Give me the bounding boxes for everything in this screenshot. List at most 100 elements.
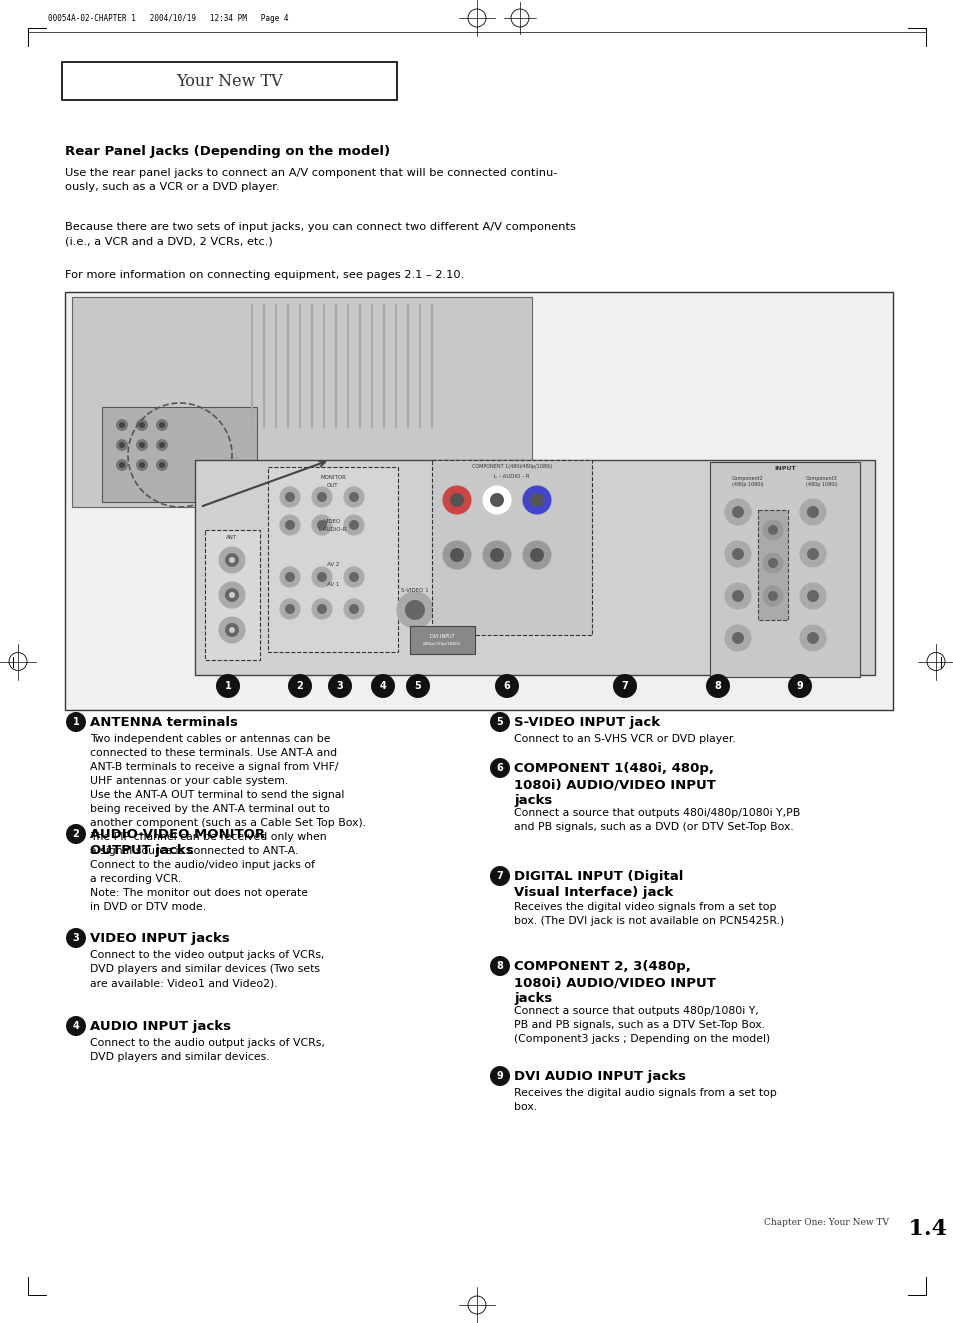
Text: AV 2: AV 2: [327, 562, 339, 568]
Text: AV 1: AV 1: [327, 582, 339, 587]
Circle shape: [312, 568, 332, 587]
Text: Receives the digital audio signals from a set top
box.: Receives the digital audio signals from …: [514, 1088, 776, 1113]
Circle shape: [800, 499, 825, 525]
Text: For more information on connecting equipment, see pages 2.1 – 2.10.: For more information on connecting equip…: [65, 270, 464, 280]
Text: 2: 2: [72, 830, 79, 839]
Circle shape: [136, 459, 148, 471]
Text: 4: 4: [379, 681, 386, 691]
Circle shape: [225, 623, 239, 636]
Bar: [410, 626, 475, 654]
Circle shape: [490, 957, 510, 976]
Text: Because there are two sets of input jacks, you can connect two different A/V com: Because there are two sets of input jack…: [65, 222, 576, 246]
Circle shape: [800, 583, 825, 609]
Circle shape: [490, 548, 503, 562]
Circle shape: [316, 520, 327, 531]
Circle shape: [767, 558, 778, 568]
Circle shape: [116, 419, 128, 431]
Circle shape: [731, 632, 743, 644]
Bar: [65, 292, 892, 710]
Circle shape: [280, 599, 299, 619]
Text: INPUT: INPUT: [774, 466, 795, 471]
Circle shape: [731, 548, 743, 560]
Text: Rear Panel Jacks (Depending on the model): Rear Panel Jacks (Depending on the model…: [65, 146, 390, 157]
Circle shape: [288, 673, 312, 699]
Circle shape: [285, 520, 294, 531]
Circle shape: [767, 591, 778, 601]
Circle shape: [139, 462, 145, 468]
Text: 2: 2: [296, 681, 303, 691]
Circle shape: [800, 624, 825, 651]
Text: Component2
(480p 1080i): Component2 (480p 1080i): [731, 476, 763, 487]
Bar: [102, 407, 256, 501]
Circle shape: [119, 442, 125, 448]
Circle shape: [344, 487, 364, 507]
Circle shape: [119, 462, 125, 468]
Circle shape: [116, 439, 128, 451]
Text: Connect a source that outputs 480p/1080i Y,
PB and PB signals, such as a DTV Set: Connect a source that outputs 480p/1080i…: [514, 1005, 769, 1044]
Text: COMPONENT 2, 3(480p,
1080i) AUDIO/VIDEO INPUT
jacks: COMPONENT 2, 3(480p, 1080i) AUDIO/VIDEO …: [514, 960, 715, 1005]
Text: 5: 5: [497, 717, 503, 728]
Text: DVI AUDIO INPUT jacks: DVI AUDIO INPUT jacks: [514, 1070, 685, 1084]
Circle shape: [490, 493, 503, 507]
Circle shape: [530, 493, 543, 507]
Circle shape: [136, 439, 148, 451]
Circle shape: [316, 572, 327, 582]
Circle shape: [806, 505, 818, 519]
Text: S-VIDEO 1: S-VIDEO 1: [401, 587, 428, 593]
Text: COMPONENT 1(480i/480p/1080i): COMPONENT 1(480i/480p/1080i): [472, 464, 552, 468]
Circle shape: [229, 557, 234, 564]
Circle shape: [787, 673, 811, 699]
Circle shape: [156, 459, 168, 471]
Circle shape: [522, 486, 551, 515]
Circle shape: [344, 515, 364, 534]
Text: L-AUDIO-R: L-AUDIO-R: [318, 527, 347, 532]
Circle shape: [490, 867, 510, 886]
Bar: [194, 460, 874, 675]
Text: 7: 7: [621, 681, 628, 691]
Circle shape: [66, 1016, 86, 1036]
Circle shape: [215, 673, 240, 699]
Text: Your New TV: Your New TV: [176, 73, 282, 90]
Circle shape: [450, 493, 463, 507]
Circle shape: [344, 568, 364, 587]
Text: 9: 9: [497, 1072, 503, 1081]
Text: VIDEO INPUT jacks: VIDEO INPUT jacks: [90, 931, 230, 945]
Circle shape: [724, 624, 750, 651]
Circle shape: [724, 499, 750, 525]
Circle shape: [66, 927, 86, 949]
Circle shape: [731, 505, 743, 519]
Circle shape: [139, 442, 145, 448]
Circle shape: [229, 591, 234, 598]
Text: AUDIO INPUT jacks: AUDIO INPUT jacks: [90, 1020, 231, 1033]
Circle shape: [405, 601, 424, 620]
Circle shape: [613, 673, 637, 699]
Circle shape: [490, 758, 510, 778]
Text: 8: 8: [497, 960, 503, 971]
Circle shape: [522, 541, 551, 569]
Circle shape: [219, 582, 245, 609]
Circle shape: [219, 546, 245, 573]
Text: Receives the digital video signals from a set top
box. (The DVI jack is not avai: Receives the digital video signals from …: [514, 902, 783, 926]
Circle shape: [316, 605, 327, 614]
Circle shape: [762, 586, 782, 606]
Circle shape: [349, 605, 358, 614]
Circle shape: [156, 439, 168, 451]
Text: Two independent cables or antennas can be
connected to these terminals. Use ANT-: Two independent cables or antennas can b…: [90, 734, 366, 856]
Text: DIGITAL INPUT (Digital
Visual Interface) jack: DIGITAL INPUT (Digital Visual Interface)…: [514, 871, 682, 900]
Circle shape: [450, 548, 463, 562]
Text: 6: 6: [503, 681, 510, 691]
Circle shape: [285, 492, 294, 501]
Circle shape: [225, 553, 239, 568]
Circle shape: [229, 627, 234, 632]
Bar: [62, 62, 396, 101]
Text: DVI INPUT: DVI INPUT: [429, 634, 454, 639]
Circle shape: [731, 590, 743, 602]
Text: Connect to the video output jacks of VCRs,
DVD players and similar devices (Two : Connect to the video output jacks of VCR…: [90, 950, 324, 988]
Circle shape: [371, 673, 395, 699]
Text: VIDEO: VIDEO: [324, 519, 341, 524]
Circle shape: [495, 673, 518, 699]
Circle shape: [280, 515, 299, 534]
Circle shape: [724, 583, 750, 609]
Circle shape: [762, 553, 782, 573]
Circle shape: [762, 520, 782, 540]
